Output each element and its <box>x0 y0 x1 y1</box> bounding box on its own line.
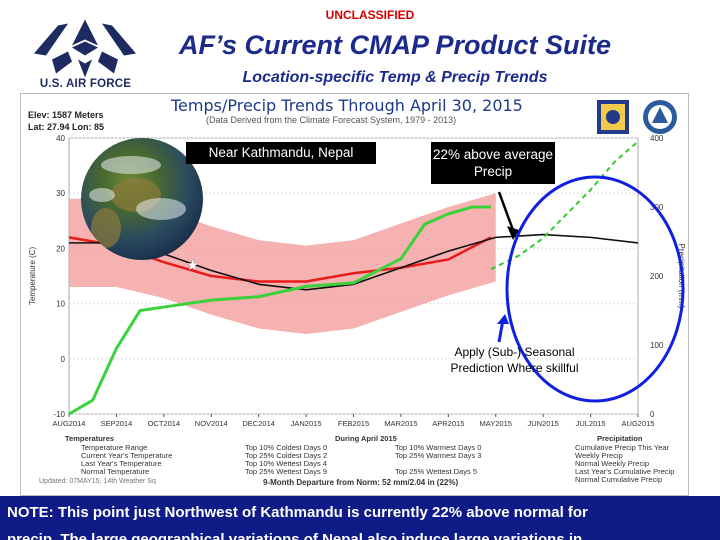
air-force-logo-icon <box>34 19 136 78</box>
y-right-tick-label: 200 <box>650 272 664 281</box>
y-right-tick-label: 100 <box>650 341 664 350</box>
x-tick-label: MAY2015 <box>480 419 512 428</box>
x-tick-label: JAN2015 <box>291 419 322 428</box>
note-line-1: NOTE: This point just Northwest of Kathm… <box>7 504 588 521</box>
x-tick-label: AUG2014 <box>53 419 86 428</box>
slide-title: AF’s Current CMAP Product Suite <box>178 30 612 60</box>
legend-temp-range: Temperature Range <box>81 443 148 452</box>
stats-right-2: Top 25% Wettest Days 5 <box>395 467 477 476</box>
series-line <box>68 205 492 416</box>
note-line-2: precip. The large geographical variation… <box>7 531 583 540</box>
legend-cum-precip: Cumulative Precip This Year <box>575 443 670 452</box>
legend-normal-cum: Normal Cumulative Precip <box>575 475 663 484</box>
y-left-tick-label: 40 <box>56 134 65 143</box>
x-tick-label: JUL2015 <box>576 419 606 428</box>
legend-last-year-cum: Last Year's Cumulative Precip <box>575 467 675 476</box>
location-star-icon: ★ <box>186 257 200 274</box>
series-line <box>490 140 639 270</box>
stats-right-1: Top 25% Warmest Days 3 <box>395 451 482 460</box>
chart-panel: Temps/Precip Trends Through April 30, 20… <box>20 93 689 496</box>
y-left-tick-label: 30 <box>56 189 65 198</box>
y-left-tick-label: 10 <box>56 300 65 309</box>
latlon-label: Lat: 27.94 Lon: 85 <box>28 122 105 132</box>
y-right-tick-label: 0 <box>650 410 655 419</box>
x-tick-label: OCT2014 <box>148 419 181 428</box>
highlight-circle <box>505 175 685 403</box>
y-left-tick-label: 20 <box>56 244 65 253</box>
stats-right-0: Top 10% Warmest Days 0 <box>395 443 482 452</box>
legend-precip-title: Precipitation <box>597 434 643 443</box>
legend-last-year-temp: Last Year's Temperature <box>81 459 162 468</box>
x-tick-label: DEC2014 <box>242 419 275 428</box>
elevation-label: Elev: 1587 Meters <box>28 110 104 120</box>
legend-normal-temp: Normal Temperature <box>81 467 150 476</box>
apply-arrowhead <box>497 314 509 324</box>
x-tick-label: JUN2015 <box>528 419 559 428</box>
weather-squadron-badge-icon <box>643 100 677 134</box>
stats-left-2: Top 10% Wettest Days 4 <box>245 459 327 468</box>
logo-text: U.S. AIR FORCE <box>39 78 132 90</box>
x-tick-label: MAR2015 <box>384 419 417 428</box>
callout-arrowhead <box>507 226 519 240</box>
stats-left-3: Top 25% Wettest Days 9 <box>245 467 327 476</box>
legend-temperatures-title: Temperatures <box>65 434 115 443</box>
chart-title: Temps/Precip Trends Through April 30, 20… <box>171 96 523 115</box>
y-left-axis-label: Temperature (C) <box>28 247 37 306</box>
chart-subtitle: (Data Derived from the Climate Forecast … <box>206 115 457 125</box>
apply-prediction-text: Apply (Sub-) Seasonal Prediction Where s… <box>450 345 579 375</box>
location-callout: Near Kathmandu, Nepal <box>186 142 376 164</box>
y-left-tick-label: 0 <box>61 355 66 364</box>
departure-label: 9-Month Departure from Norm: 52 mm/2.04 … <box>263 478 459 487</box>
globe-map-icon <box>81 138 203 260</box>
legend-current-temp: Current Year's Temperature <box>81 451 173 460</box>
x-tick-label: FEB2015 <box>338 419 369 428</box>
callout-arrow <box>497 191 515 231</box>
y-left-tick-label: -10 <box>53 410 65 419</box>
y-right-tick-label: 400 <box>650 134 664 143</box>
precip-callout: 22% above average Precip <box>431 142 555 184</box>
stats-left-1: Top 25% Coldest Days 2 <box>245 451 328 460</box>
legend-normal-weekly: Normal Weekly Precip <box>575 459 650 468</box>
x-tick-label: SEP2014 <box>101 419 133 428</box>
note-banner: NOTE: This point just Northwest of Kathm… <box>0 496 720 540</box>
stats-left-0: Top 10% Coldest Days 0 <box>245 443 328 452</box>
slide-subtitle: Location-specific Temp & Precip Trends <box>242 69 548 86</box>
x-tick-label: APR2015 <box>432 419 464 428</box>
classification-marking: UNCLASSIFIED <box>325 8 415 22</box>
x-tick-label: AUG2015 <box>622 419 655 428</box>
afwa-badge-icon <box>597 100 629 134</box>
stats-title: During April 2015 <box>335 434 397 443</box>
x-tick-label: NOV2014 <box>195 419 228 428</box>
legend-weekly-precip: Weekly Precip <box>575 451 623 460</box>
updated-label: Updated: 07MAY15, 14th Weather Sq <box>39 478 156 485</box>
chart-legend: Temperatures Temperature Range Current Y… <box>35 434 675 494</box>
